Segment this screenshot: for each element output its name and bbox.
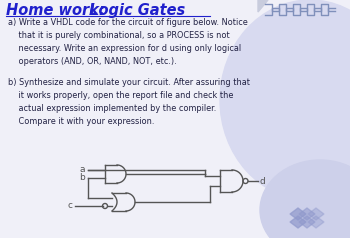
Polygon shape — [290, 216, 306, 228]
Polygon shape — [308, 208, 324, 220]
Ellipse shape — [260, 160, 350, 238]
Text: b) Synthesize and simulate your circuit. After assuring that
    it works proper: b) Synthesize and simulate your circuit.… — [8, 78, 250, 126]
Ellipse shape — [220, 0, 350, 200]
Text: d: d — [260, 177, 266, 185]
Polygon shape — [299, 208, 315, 220]
Text: Logic Gates: Logic Gates — [84, 3, 185, 18]
Text: c: c — [68, 202, 73, 210]
Text: a) Write a VHDL code for the circuit of figure below. Notice
    that it is pure: a) Write a VHDL code for the circuit of … — [8, 18, 248, 65]
Polygon shape — [308, 216, 324, 228]
Polygon shape — [258, 0, 268, 12]
Polygon shape — [290, 208, 306, 220]
Text: Home work:: Home work: — [6, 3, 105, 18]
Polygon shape — [299, 216, 315, 228]
Text: b: b — [79, 174, 85, 183]
Text: a: a — [79, 165, 85, 174]
